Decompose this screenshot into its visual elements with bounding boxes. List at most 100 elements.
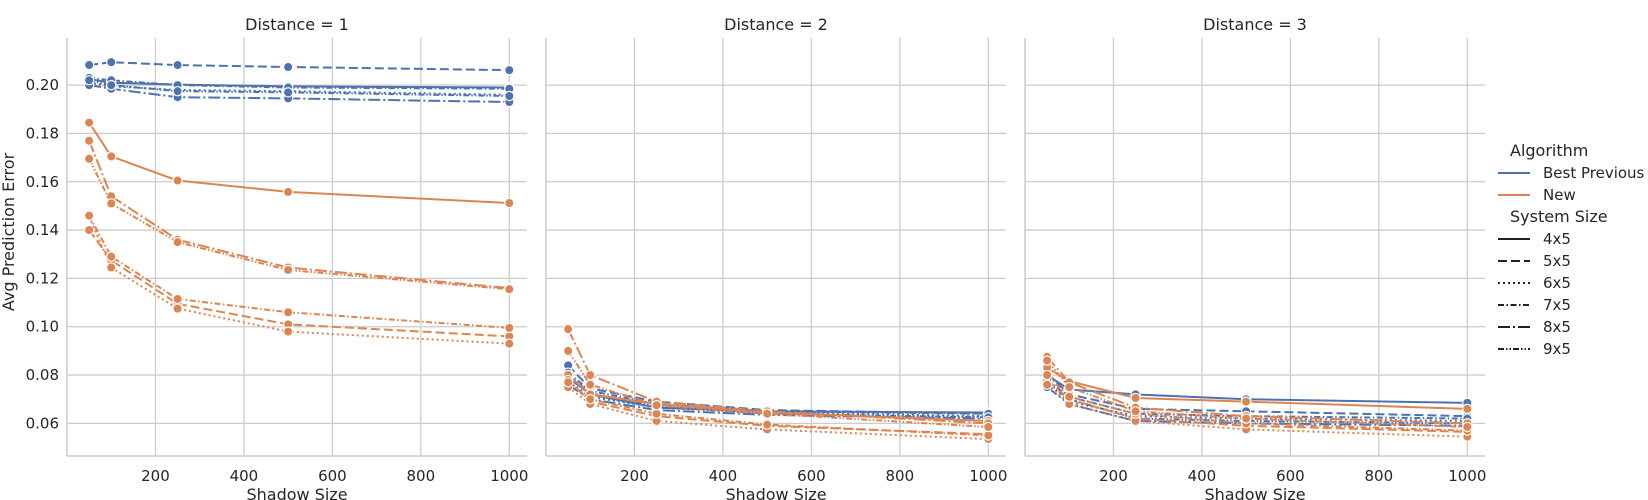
y-tick-label: 0.14 xyxy=(26,221,59,239)
y-tick-label: 0.12 xyxy=(26,269,59,287)
x-axis-label: Shadow Size xyxy=(246,485,347,500)
data-point xyxy=(106,198,117,209)
x-tick-label: 600 xyxy=(318,467,347,485)
data-point xyxy=(504,284,515,295)
series-new-9x5 xyxy=(562,345,994,433)
legend-entry: Best Previous xyxy=(1543,164,1645,182)
panel-1: Distance = 1 200 400 600 800 1000 Shadow Size 0… xyxy=(26,15,529,500)
y-tick-label: 0.10 xyxy=(26,318,59,336)
series-line xyxy=(88,158,510,291)
x-axis-label: Shadow Size xyxy=(1204,485,1305,500)
series-line xyxy=(1046,374,1468,404)
panel-title: Distance = 3 xyxy=(1203,15,1307,34)
series-line xyxy=(88,229,510,338)
panel-title: Distance = 1 xyxy=(245,15,349,34)
legend-title-algorithm: Algorithm xyxy=(1510,141,1588,160)
series-line xyxy=(567,371,989,415)
legend-entry: 7x5 xyxy=(1543,296,1571,314)
legend-entry: 6x5 xyxy=(1543,274,1571,292)
panel-title: Distance = 2 xyxy=(724,15,828,34)
x-tick-label: 400 xyxy=(230,467,259,485)
x-tick-label: 400 xyxy=(709,467,738,485)
data-point xyxy=(1462,403,1473,415)
data-point xyxy=(1064,381,1075,393)
data-point xyxy=(106,262,117,273)
data-point xyxy=(83,117,95,128)
data-point xyxy=(172,293,183,305)
x-tick-label: 400 xyxy=(1188,467,1217,485)
data-point xyxy=(106,56,117,68)
series-line xyxy=(567,328,989,425)
data-point xyxy=(585,394,596,405)
series-new-8x5 xyxy=(83,135,515,294)
data-point xyxy=(83,224,95,236)
legend-entry: 4x5 xyxy=(1543,230,1571,248)
data-point xyxy=(172,303,183,314)
data-point xyxy=(83,153,95,165)
data-point xyxy=(282,307,294,318)
data-point xyxy=(172,236,183,248)
data-point xyxy=(761,408,773,419)
data-point xyxy=(1041,379,1053,390)
data-point xyxy=(1064,391,1075,403)
y-tick-label: 0.20 xyxy=(26,76,59,94)
data-point xyxy=(585,379,596,390)
series-line xyxy=(1046,374,1468,432)
series-best-previous-5x5 xyxy=(83,56,515,76)
x-tick-label: 600 xyxy=(797,467,826,485)
series-line xyxy=(88,140,510,290)
series-new-7x5 xyxy=(83,210,515,334)
data-point xyxy=(172,85,183,97)
series-line xyxy=(567,381,989,437)
y-tick-label: 0.16 xyxy=(26,173,59,191)
data-point xyxy=(504,197,515,209)
data-point xyxy=(761,419,773,430)
data-point xyxy=(504,64,515,76)
series-line xyxy=(1046,356,1468,425)
data-point xyxy=(282,264,294,276)
data-point xyxy=(651,400,662,411)
data-point xyxy=(83,59,95,71)
y-axis-label: Avg Prediction Error xyxy=(0,152,18,311)
data-point xyxy=(562,377,574,388)
y-tick-label: 0.06 xyxy=(26,414,59,432)
data-point xyxy=(1240,396,1252,407)
series-group xyxy=(562,323,994,445)
legend-title-system-size: System Size xyxy=(1510,207,1608,226)
data-point xyxy=(282,326,294,337)
series-new-4x5 xyxy=(83,117,515,209)
x-tick-label: 200 xyxy=(620,467,649,485)
x-tick-label: 200 xyxy=(1099,467,1128,485)
data-point xyxy=(983,430,994,441)
data-point xyxy=(172,59,183,71)
series-line xyxy=(88,122,510,205)
x-tick-label: 800 xyxy=(407,467,436,485)
data-point xyxy=(1041,355,1053,366)
y-tick-label: 0.18 xyxy=(26,124,59,142)
legend-entry: New xyxy=(1543,186,1576,204)
x-tick-label: 200 xyxy=(141,467,170,485)
x-tick-label: 1000 xyxy=(1448,467,1486,485)
data-point xyxy=(282,61,294,73)
legend: Algorithm Best Previous New System Size 4x5 5… xyxy=(1498,141,1645,358)
series-group xyxy=(1041,351,1473,442)
series-line xyxy=(88,79,510,97)
data-point xyxy=(1130,406,1141,417)
legend-entry: 9x5 xyxy=(1543,340,1571,358)
x-tick-label: 800 xyxy=(1365,467,1394,485)
x-tick-label: 1000 xyxy=(969,467,1007,485)
data-point xyxy=(1240,413,1252,424)
series-line xyxy=(567,376,989,414)
legend-entry: 8x5 xyxy=(1543,318,1571,336)
data-point xyxy=(172,175,183,186)
series-best-previous-9x5 xyxy=(83,75,515,102)
series-group xyxy=(83,56,515,349)
data-point xyxy=(83,210,95,221)
panel-3: Distance = 3 200 400 600 800 1000 Shadow Size xyxy=(1024,15,1486,500)
data-point xyxy=(651,408,662,419)
data-point xyxy=(83,75,95,86)
x-tick-label: 600 xyxy=(1276,467,1305,485)
series-new-7x5 xyxy=(562,377,994,441)
series-new-9x5 xyxy=(83,153,515,295)
